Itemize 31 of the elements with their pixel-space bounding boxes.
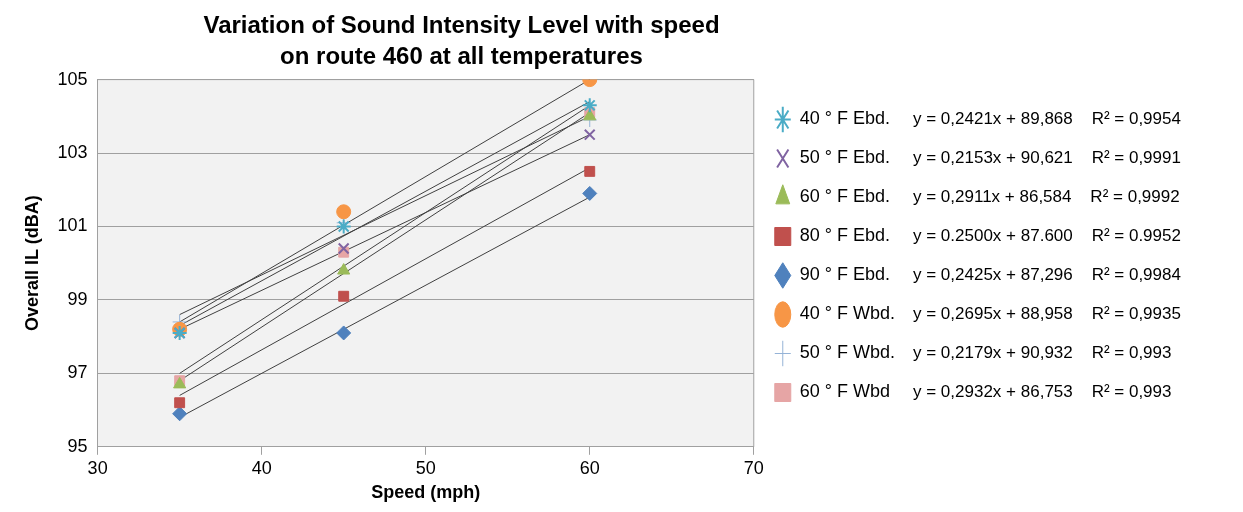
text: y = 0,2421x + 89,868 R² = 0,9954 [913,109,1181,129]
y-tick-label: 99 [67,288,88,309]
y-tick-label: 105 [57,68,88,89]
chart-subtitle: on route 460 at all temperatures [280,41,643,69]
legend-label: 40 ° F Wbd. [799,303,895,324]
legend-label: 50 ° F Ebd. [799,147,891,168]
legend-label: 90 ° F Ebd. [799,264,891,285]
legend-label: 80 ° F Ebd. [799,225,891,246]
x-tick-label: 40 [251,457,272,478]
legend-label: 40 ° F Ebd. [799,108,891,129]
y-axis-title: Overall IL (dBA) [21,195,42,332]
chart-title: Variation of Sound Intensity Level with speed [203,11,720,39]
legend-label: 50 ° F Wbd. [799,342,895,363]
x-axis-title: Speed (mph) [371,482,481,503]
text: y = 0,2425x + 87,296 R² = 0,9984 [913,265,1181,285]
x-tick-label: 30 [87,457,108,478]
x-tick-label: 70 [743,457,764,478]
text: y = 0,2911x + 86,584 R² = 0,9992 [913,187,1180,207]
y-tick-label: 101 [57,215,88,236]
text: y = 0,2695x + 88,958 R² = 0,9935 [913,304,1181,324]
text: y = 0,2179x + 90,932 R² = 0,993 [913,343,1172,363]
x-tick-label: 50 [415,457,436,478]
y-tick-label: 97 [67,362,88,383]
text: y = 0,2153x + 90,621 R² = 0,9991 [913,148,1181,168]
text: y = 0,2932x + 86,753 R² = 0,993 [913,382,1172,402]
legend-label: 60 ° F Ebd. [799,186,891,207]
y-tick-label: 95 [67,435,88,456]
y-tick-label: 103 [57,142,88,163]
text: y = 0.2500x + 87.600 R² = 0.9952 [913,226,1181,246]
x-tick-label: 60 [579,457,600,478]
legend-label: 60 ° F Wbd [799,381,890,402]
